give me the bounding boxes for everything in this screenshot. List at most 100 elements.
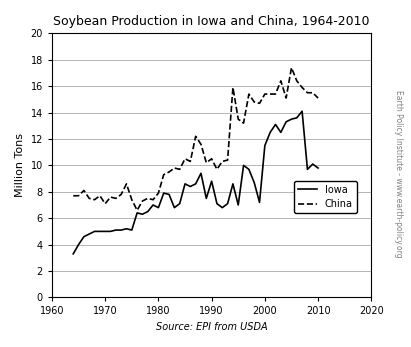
Iowa (236, 203, 241, 207)
China (145, 196, 150, 201)
Iowa (225, 202, 230, 206)
China (247, 92, 252, 96)
China (310, 91, 315, 95)
China (199, 142, 203, 146)
Iowa (231, 182, 236, 186)
China (135, 208, 140, 212)
China (103, 202, 108, 206)
China (150, 198, 155, 202)
Iowa (284, 120, 289, 124)
Iowa (257, 200, 262, 204)
China (172, 166, 177, 170)
Iowa (204, 196, 209, 201)
China (278, 79, 283, 83)
Text: Earth Policy Institute - www.earth-policy.org: Earth Policy Institute - www.earth-polic… (394, 90, 403, 257)
Title: Soybean Production in Iowa and China, 1964-2010: Soybean Production in Iowa and China, 19… (53, 15, 370, 28)
Iowa (300, 109, 305, 113)
Iowa (215, 202, 219, 206)
Iowa (76, 243, 81, 247)
Iowa (268, 130, 272, 134)
China (316, 96, 321, 100)
China (289, 66, 294, 70)
China (273, 92, 278, 96)
Iowa (193, 182, 198, 186)
Iowa (316, 166, 321, 170)
China (252, 100, 257, 104)
China (129, 198, 134, 202)
China (161, 172, 166, 177)
China (156, 191, 161, 195)
Iowa (124, 227, 129, 231)
Line: China: China (73, 68, 318, 210)
China (140, 199, 145, 203)
China (108, 195, 113, 199)
Line: Iowa: Iowa (73, 111, 318, 254)
China (119, 192, 124, 196)
China (257, 101, 262, 105)
China (262, 92, 267, 96)
China (188, 159, 193, 163)
China (166, 170, 171, 174)
China (204, 161, 209, 165)
Iowa (241, 163, 246, 168)
Iowa (209, 179, 214, 183)
Iowa (172, 205, 177, 210)
China (97, 194, 102, 198)
Iowa (92, 229, 97, 234)
China (284, 96, 289, 100)
Iowa (188, 184, 193, 188)
Iowa (262, 144, 267, 148)
China (215, 167, 219, 171)
Legend: Iowa, China: Iowa, China (294, 181, 357, 213)
Iowa (81, 235, 86, 239)
Iowa (129, 228, 134, 232)
China (268, 92, 272, 96)
Iowa (220, 205, 225, 210)
China (71, 194, 76, 198)
Iowa (108, 229, 113, 234)
Iowa (87, 232, 92, 236)
Iowa (252, 180, 257, 185)
Iowa (278, 130, 283, 134)
Iowa (177, 202, 182, 206)
Iowa (135, 211, 140, 215)
China (182, 157, 187, 161)
Iowa (71, 252, 76, 256)
China (209, 157, 214, 161)
X-axis label: Source: EPI from USDA: Source: EPI from USDA (156, 322, 268, 332)
Iowa (97, 229, 102, 234)
China (87, 196, 92, 201)
Iowa (166, 192, 171, 196)
Y-axis label: Million Tons: Million Tons (15, 133, 25, 197)
Iowa (273, 122, 278, 127)
Iowa (140, 212, 145, 216)
Iowa (119, 228, 124, 232)
China (236, 117, 241, 121)
China (177, 167, 182, 171)
China (294, 79, 299, 83)
China (81, 188, 86, 193)
China (220, 159, 225, 163)
Iowa (156, 205, 161, 210)
Iowa (247, 167, 252, 171)
China (124, 182, 129, 186)
China (92, 198, 97, 202)
Iowa (305, 167, 310, 171)
China (76, 194, 81, 198)
Iowa (294, 116, 299, 120)
Iowa (161, 191, 166, 195)
China (241, 121, 246, 125)
Iowa (150, 203, 155, 207)
Iowa (182, 182, 187, 186)
China (300, 85, 305, 90)
Iowa (145, 210, 150, 214)
China (225, 158, 230, 162)
China (305, 91, 310, 95)
Iowa (113, 228, 118, 232)
Iowa (199, 171, 203, 175)
Iowa (310, 162, 315, 166)
China (113, 196, 118, 201)
China (231, 85, 236, 90)
China (193, 134, 198, 138)
Iowa (289, 117, 294, 121)
